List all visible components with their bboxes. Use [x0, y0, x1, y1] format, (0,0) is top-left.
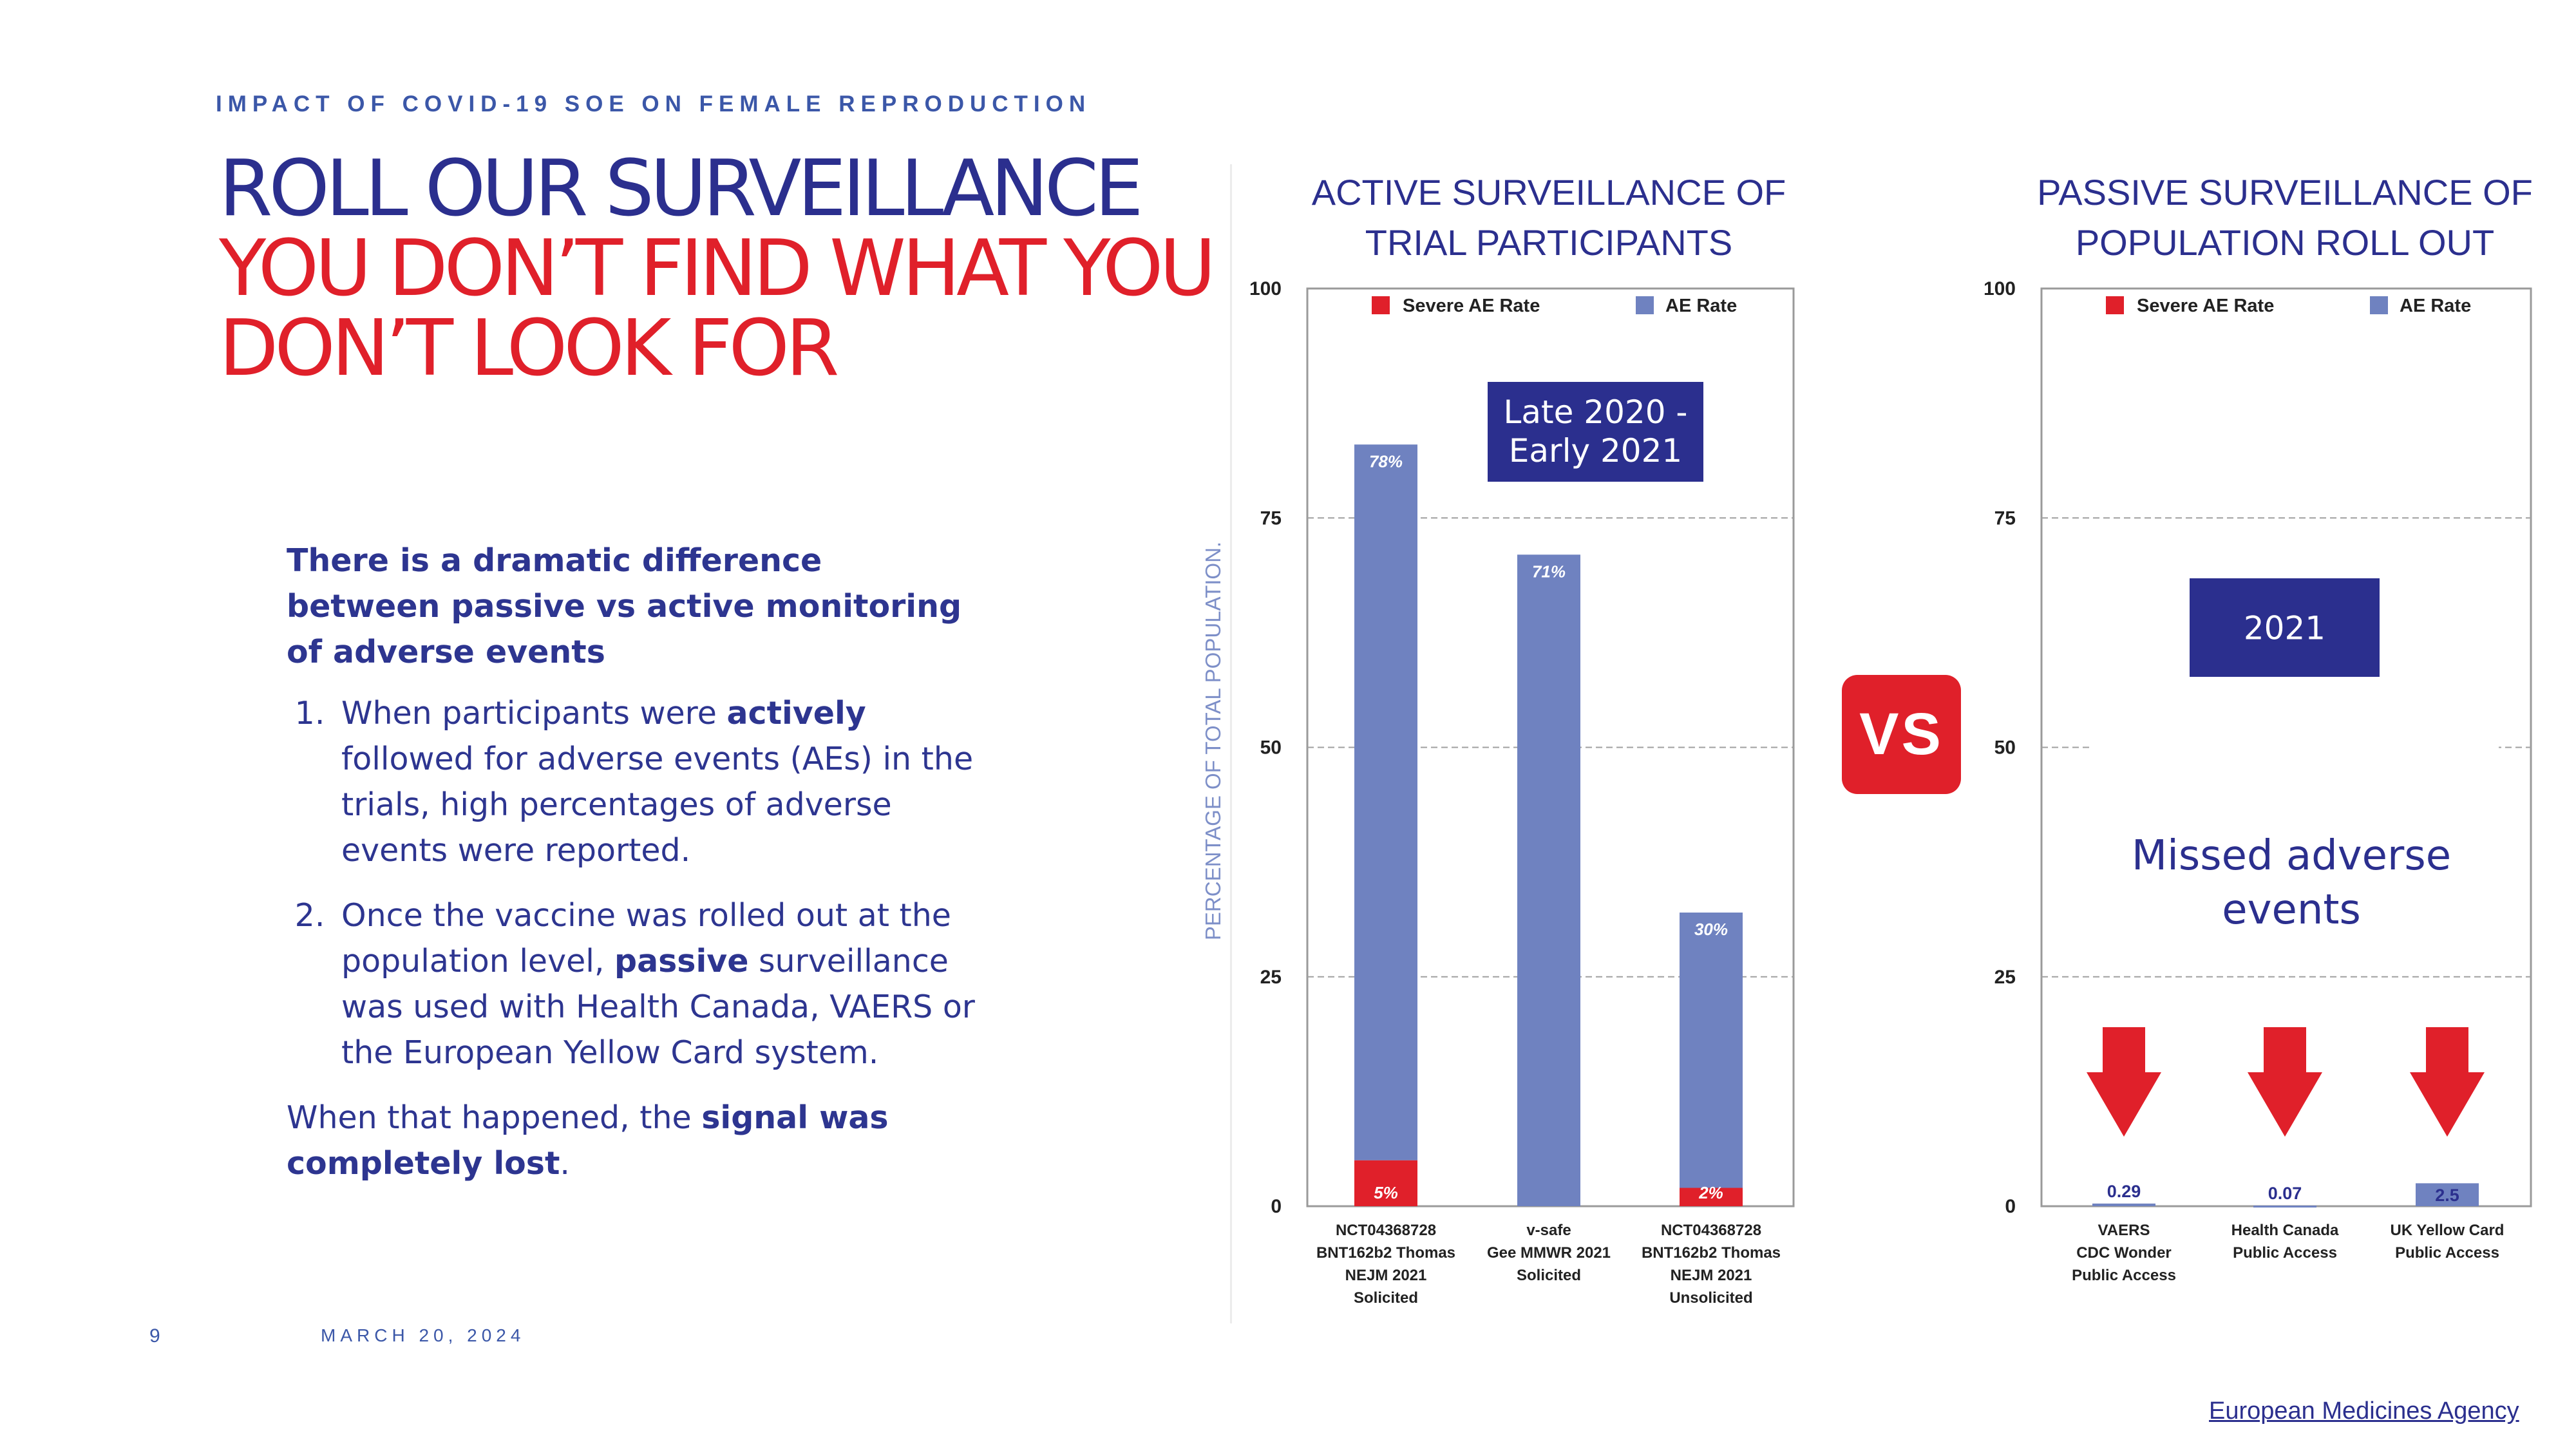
body-text: There is a dramatic difference between p… — [287, 538, 982, 1186]
vs-badge: VS — [1842, 675, 1961, 794]
point-1-post: followed for adverse events (AEs) in the… — [341, 741, 974, 869]
chart-0-ae-value-label: 71% — [1532, 562, 1566, 581]
chart-0-category-label: BNT162b2 Thomas — [1316, 1244, 1455, 1262]
chart-1-category-label: Public Access — [2233, 1244, 2337, 1262]
footer-date: MARCH 20, 2024 — [321, 1325, 526, 1345]
chart-0-category-label: Solicited — [1354, 1289, 1418, 1307]
chart-0-category-label: NCT04368728 — [1661, 1222, 1761, 1239]
eyebrow-text: IMPACT OF COVID-19 SOE ON FEMALE REPRODU… — [216, 91, 1092, 117]
chart-0-ae-value-label: 30% — [1694, 920, 1728, 939]
title-line-1: ROLL OUR SURVEILLANCE — [219, 144, 1144, 234]
point-item-2: Once the vaccine was rolled out at the p… — [335, 893, 982, 1075]
chart-1-value-label: 2.5 — [2435, 1186, 2459, 1205]
chart-1-ytick-label: 0 — [2005, 1196, 2016, 1217]
chart-1-category-label: CDC Wonder — [2076, 1244, 2172, 1262]
column-divider — [1230, 164, 1232, 1323]
chart-0-title-line-2: TRIAL PARTICIPANTS — [1365, 222, 1732, 263]
point-2-post: surveillance was used with Health Canada… — [341, 943, 975, 1071]
chart-0-ytick-label: 50 — [1260, 737, 1282, 759]
page-number: 9 — [149, 1325, 160, 1347]
chart-0-severe-bar — [1354, 1160, 1417, 1206]
closing-bold: signal was completely lost — [287, 1099, 889, 1182]
chart-0-severe-value-label: 2% — [1698, 1183, 1723, 1202]
chart-1-ytick-label: 25 — [1994, 967, 2016, 988]
chart-1-grid-mask — [2093, 744, 2499, 750]
down-arrow-icon — [2410, 1027, 2485, 1137]
closing-paragraph: When that happened, the signal was compl… — [287, 1095, 982, 1186]
chart-1-category-label: Health Canada — [2231, 1222, 2339, 1239]
chart-1-ytick-label: 75 — [1994, 507, 2016, 529]
chart-1-legend-severe-swatch — [2106, 296, 2124, 314]
title-line-2: YOU DON’T FIND WHAT YOU — [219, 224, 1216, 314]
chart-0-severe-bar — [1680, 1188, 1743, 1206]
chart-0-ytick-label: 0 — [1271, 1196, 1282, 1217]
chart-0-period-line-1: Late 2020 - — [1504, 393, 1688, 431]
closing-post: . — [560, 1145, 570, 1182]
point-item-1: When participants were actively followed… — [335, 690, 982, 873]
chart-0-category-label: Solicited — [1517, 1267, 1581, 1284]
chart-1-value-label: 0.29 — [2107, 1182, 2141, 1201]
chart-0-period-box — [1488, 382, 1703, 482]
point-2-bold: passive — [614, 943, 749, 980]
chart-0-category-label: BNT162b2 Thomas — [1642, 1244, 1781, 1262]
chart-0-severe-value-label: 5% — [1374, 1183, 1398, 1202]
chart-0-ae-bar — [1517, 554, 1580, 1206]
chart-1-title-line-1: PASSIVE SURVEILLANCE OF — [2037, 172, 2533, 213]
source-link[interactable]: European Medicines Agency — [2209, 1397, 2519, 1425]
chart-0-category-label: Unsolicited — [1669, 1289, 1752, 1307]
chart-1-category-label: Public Access — [2395, 1244, 2499, 1262]
closing-pre: When that happened, the — [287, 1099, 702, 1136]
chart-1-legend-severe-label: Severe AE Rate — [2137, 296, 2274, 316]
chart-0-ae-bar — [1354, 444, 1417, 1160]
chart-0-title-line-1: ACTIVE SURVEILLANCE OF — [1312, 172, 1786, 213]
point-1-bold: actively — [726, 695, 866, 732]
chart-1-period-label: 2021 — [2244, 610, 2325, 647]
chart-1-ae-bar — [2416, 1183, 2479, 1206]
chart-1-category-label: VAERS — [2098, 1222, 2150, 1239]
chart-1-period-box — [2190, 578, 2380, 677]
chart-0-ytick-label: 100 — [1249, 278, 1282, 299]
page-title: ROLL OUR SURVEILLANCE YOU DON’T FIND WHA… — [219, 144, 1216, 393]
chart-0-ytick-label: 25 — [1260, 967, 1282, 988]
chart-0-ae-value-label: 78% — [1369, 451, 1403, 471]
chart-0-category-label: v-safe — [1526, 1222, 1571, 1239]
title-line-3: DON’T LOOK FOR — [219, 304, 839, 393]
down-arrow-icon — [2248, 1027, 2322, 1137]
chart-1-annotation-line-2: events — [2222, 886, 2361, 934]
chart-1-ytick-label: 100 — [1984, 278, 2016, 299]
point-list: When participants were actively followed… — [287, 690, 982, 1075]
chart-1-legend-ae-label: AE Rate — [2400, 296, 2471, 316]
chart-0-category-label: NCT04368728 — [1336, 1222, 1436, 1239]
point-2-pre: Once the vaccine was rolled out at the p… — [341, 897, 951, 980]
chart-1-value-label: 0.07 — [2268, 1184, 2302, 1203]
chart-1-title-line-2: POPULATION ROLL OUT — [2076, 222, 2494, 263]
chart-0-period-line-2: Early 2021 — [1509, 432, 1682, 469]
chart-0-category-label: Gee MMWR 2021 — [1487, 1244, 1611, 1262]
chart-0-ytick-label: 75 — [1260, 507, 1282, 529]
chart-1-category-label: UK Yellow Card — [2391, 1222, 2505, 1239]
chart-1-category-label: Public Access — [2072, 1267, 2176, 1284]
chart-0-legend-ae-swatch — [1636, 296, 1654, 314]
chart-1-ytick-label: 50 — [1994, 737, 2016, 759]
chart-1-ae-bar — [2092, 1203, 2155, 1206]
chart-0-legend-severe-label: Severe AE Rate — [1403, 296, 1540, 316]
chart-0-ae-bar — [1680, 913, 1743, 1188]
chart-1-annotation-line-1: Missed adverse — [2132, 832, 2451, 880]
chart-0-legend-severe-swatch — [1372, 296, 1390, 314]
chart-1-ae-bar — [2253, 1206, 2316, 1208]
chart-1-legend-ae-swatch — [2370, 296, 2388, 314]
chart-0-category-label: NEJM 2021 — [1671, 1267, 1752, 1284]
point-1-pre: When participants were — [341, 695, 727, 732]
chart-0-legend-ae-label: AE Rate — [1665, 296, 1737, 316]
lead-paragraph: There is a dramatic difference between p… — [287, 542, 962, 670]
chart-0-category-label: NEJM 2021 — [1345, 1267, 1427, 1284]
chart-0-y-axis-label: PERCENTAGE OF TOTAL POPULATION. — [1201, 542, 1225, 940]
down-arrow-icon — [2087, 1027, 2161, 1137]
